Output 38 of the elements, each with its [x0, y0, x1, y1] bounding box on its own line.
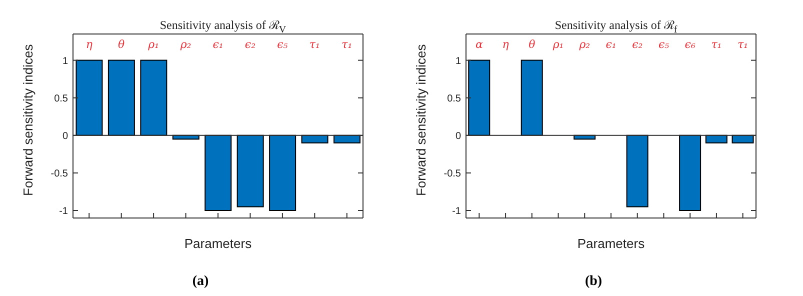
x-tick-label: ϵ₅	[277, 38, 288, 51]
x-tick-label: ϵ₅	[658, 38, 670, 51]
x-tick-label: ϵ₂	[244, 38, 256, 51]
y-tick-label: 1	[455, 56, 462, 67]
x-tick-label: η	[502, 38, 510, 51]
x-tick-label: α	[475, 38, 484, 51]
text: (b)	[584, 274, 602, 289]
x-tick-label: η	[86, 38, 93, 51]
x-tick-label: ρ₁	[147, 38, 159, 51]
x-axis-title: Parameters	[184, 236, 252, 251]
x-tick-label: τ₁	[342, 38, 352, 51]
x-tick-label: τ₁	[309, 38, 320, 51]
x-tick-label: τ₁	[738, 38, 748, 51]
y-tick-label: 0	[62, 130, 68, 142]
y-tick-label: 1	[62, 56, 68, 67]
y-tick-label: 0.5	[447, 93, 462, 104]
y-tick-label: -1	[452, 206, 462, 218]
x-tick-label: τ₁	[711, 38, 722, 51]
y-tick-label: 0	[455, 130, 462, 142]
y-tick-label: -0.5	[50, 168, 68, 180]
text: (a)	[192, 274, 209, 289]
x-tick-label: ρ₂	[578, 38, 590, 51]
x-tick-label: θ	[528, 38, 536, 51]
x-axis-title: Parameters	[577, 236, 646, 251]
x-tick-label: θ	[118, 38, 126, 51]
x-tick-label: ϵ₂	[632, 38, 643, 51]
x-tick-label: ϵ₆	[684, 38, 696, 51]
y-axis-title: Forward sensitivity indices	[414, 44, 429, 196]
y-tick-label: 0.5	[54, 93, 68, 104]
y-tick-label: -0.5	[444, 168, 462, 180]
x-tick-label: ρ₁	[552, 38, 564, 51]
y-tick-label: -1	[59, 206, 68, 218]
x-tick-label: ρ₂	[179, 38, 192, 51]
chart-title: Sensitivity analysis of ℛ$_{f}$	[554, 18, 678, 36]
chart-title: Sensitivity analysis of ℛ$_{V}$	[160, 18, 286, 36]
y-axis-title: Forward sensitivity indices	[20, 44, 36, 196]
x-tick-label: ϵ₁	[606, 38, 616, 51]
x-tick-label: ϵ₁	[212, 38, 224, 51]
